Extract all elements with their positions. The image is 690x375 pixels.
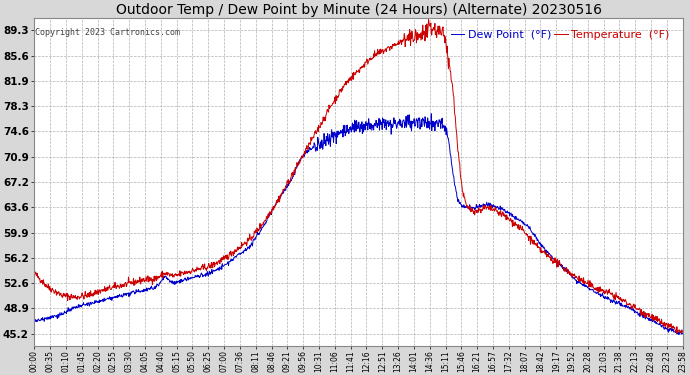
Temperature  (°F) bbox=[545, 255, 553, 259]
Dew Point  (°F) bbox=[675, 332, 683, 337]
Dew Point  (°F) bbox=[247, 242, 255, 247]
Text: Copyright 2023 Cartronics.com: Copyright 2023 Cartronics.com bbox=[35, 28, 180, 37]
Temperature  (°F) bbox=[159, 276, 167, 280]
Temperature  (°F) bbox=[247, 238, 255, 242]
Line: Dew Point  (°F): Dew Point (°F) bbox=[34, 114, 682, 334]
Dew Point  (°F) bbox=[545, 252, 553, 256]
Dew Point  (°F) bbox=[159, 276, 167, 281]
Temperature  (°F) bbox=[30, 270, 39, 274]
Title: Outdoor Temp / Dew Point by Minute (24 Hours) (Alternate) 20230516: Outdoor Temp / Dew Point by Minute (24 H… bbox=[115, 3, 602, 17]
Dew Point  (°F) bbox=[602, 296, 610, 301]
Temperature  (°F) bbox=[424, 17, 433, 22]
Temperature  (°F) bbox=[602, 288, 610, 292]
Dew Point  (°F) bbox=[460, 206, 469, 210]
Temperature  (°F) bbox=[678, 330, 687, 334]
Dew Point  (°F) bbox=[30, 319, 39, 324]
Dew Point  (°F) bbox=[427, 111, 435, 116]
Temperature  (°F) bbox=[175, 273, 183, 277]
Line: Temperature  (°F): Temperature (°F) bbox=[34, 20, 682, 333]
Dew Point  (°F) bbox=[175, 280, 183, 284]
Temperature  (°F) bbox=[672, 331, 680, 336]
Legend: Dew Point  (°F), Temperature  (°F): Dew Point (°F), Temperature (°F) bbox=[446, 25, 674, 44]
Temperature  (°F) bbox=[460, 195, 469, 200]
Dew Point  (°F) bbox=[678, 331, 687, 336]
